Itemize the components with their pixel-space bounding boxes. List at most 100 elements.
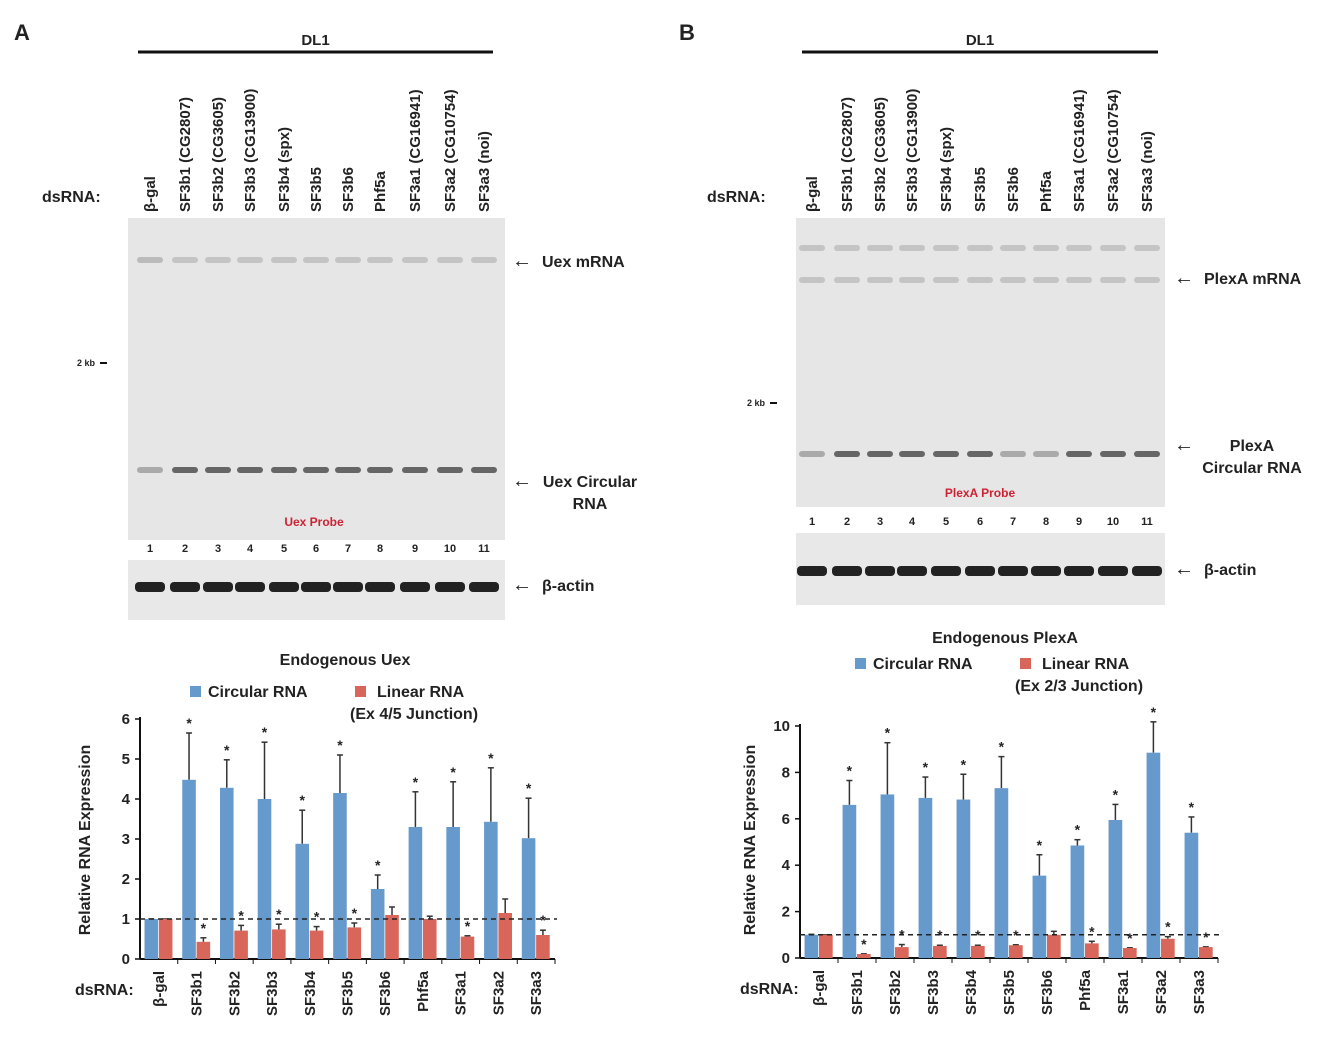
arrow-label: Uex Circular [543, 474, 637, 491]
legend-swatch-linear [1020, 658, 1031, 669]
lane-number: 4 [909, 516, 916, 528]
lane-label: Phf5a [372, 170, 389, 212]
circular-band [1033, 451, 1059, 457]
lane-label: SF3a2 (CG10754) [442, 89, 459, 212]
circular-band [933, 451, 959, 457]
x-axis-label: dsRNA: [740, 981, 799, 998]
actin-band [333, 582, 363, 592]
circular-band [1066, 451, 1092, 457]
x-tick-label: SF3b3 [925, 970, 942, 1015]
x-tick-label: SF3a1 [1115, 970, 1132, 1014]
bar-circular [408, 827, 423, 959]
y-tick-label: 0 [122, 951, 130, 968]
legend-label: Circular RNA [208, 684, 308, 701]
actin-band [469, 582, 499, 592]
dsrna-label: dsRNA: [707, 189, 766, 206]
significance-star: * [450, 764, 456, 780]
arrow-icon: ← [1174, 558, 1194, 580]
significance-star: * [1189, 799, 1195, 815]
bar-linear [385, 915, 399, 959]
circular-band [437, 467, 463, 473]
lane-label: SF3b4 (spx) [276, 127, 293, 212]
actin-band [865, 566, 895, 576]
significance-star: * [352, 905, 358, 921]
bar-linear [857, 954, 871, 958]
significance-star: * [540, 912, 546, 928]
bar-circular [333, 793, 347, 959]
circular-band [799, 451, 825, 457]
mrna-band [1100, 277, 1126, 283]
lane-number: 5 [281, 543, 287, 555]
lane-number: 7 [1010, 516, 1016, 528]
actin-band [998, 566, 1028, 576]
circular-band [834, 451, 860, 457]
arrow-label: PlexA [1230, 438, 1275, 455]
significance-star: * [300, 792, 306, 808]
lane-number: 6 [313, 543, 319, 555]
mrna-band [933, 277, 959, 283]
lane-number: 1 [809, 516, 815, 528]
mrna-band [899, 277, 925, 283]
bar-circular [1108, 819, 1123, 958]
x-tick-label: SF3b5 [1001, 970, 1018, 1015]
circular-band [899, 451, 925, 457]
significance-star: * [999, 739, 1005, 755]
chart-title: Endogenous Uex [280, 652, 411, 669]
legend-label: Linear RNA [1042, 656, 1130, 673]
x-tick-label: SF3a1 [453, 971, 470, 1015]
significance-star: * [1203, 929, 1209, 945]
bar-linear [347, 927, 362, 959]
x-tick-label: SF3b2 [887, 970, 904, 1015]
dsrna-label: dsRNA: [42, 189, 101, 206]
x-tick-label: SF3b4 [302, 970, 319, 1016]
circular-band [271, 467, 297, 473]
arrow-label: β-actin [1204, 562, 1256, 579]
mrna-band [799, 277, 825, 283]
circular-band [237, 467, 263, 473]
y-tick-label: 8 [782, 764, 790, 781]
actin-band [135, 582, 165, 592]
mrna-band [402, 257, 428, 263]
bar-circular [842, 804, 857, 958]
bar-linear [1085, 943, 1099, 958]
y-tick-label: 2 [122, 871, 130, 888]
bar-circular [257, 799, 272, 959]
arrow-icon: ← [512, 574, 532, 596]
arrow-label: Uex mRNA [542, 254, 625, 271]
lane-number: 1 [147, 543, 153, 555]
x-tick-label: SF3a2 [490, 971, 507, 1015]
x-tick-label: Phf5a [1077, 969, 1094, 1011]
significance-star: * [526, 780, 532, 796]
arrow-label: β-actin [542, 578, 594, 595]
arrow-icon: ← [512, 470, 532, 492]
bar-circular [484, 821, 498, 959]
mrna-band [899, 245, 925, 251]
lane-number: 3 [877, 516, 883, 528]
significance-star: * [375, 857, 381, 873]
significance-star: * [1037, 837, 1043, 853]
actin-band [235, 582, 265, 592]
lane-label: SF3b6 [340, 167, 357, 212]
x-tick-label: SF3b5 [340, 971, 357, 1016]
mrna-band [867, 245, 893, 251]
lane-number: 11 [1141, 516, 1153, 528]
actin-band [897, 566, 927, 576]
significance-star: * [413, 774, 419, 790]
bar-linear [498, 913, 512, 959]
x-tick-label: SF3b6 [1039, 970, 1056, 1015]
circular-band [471, 467, 497, 473]
mrna-band [967, 277, 993, 283]
significance-star: * [238, 907, 244, 923]
lane-number: 7 [345, 543, 351, 555]
mrna-band [1066, 277, 1092, 283]
lane-label: SF3b1 (CG2807) [177, 97, 194, 212]
actin-band [931, 566, 961, 576]
x-tick-label: SF3a3 [528, 971, 545, 1015]
actin-band [365, 582, 395, 592]
bar-circular [956, 799, 971, 958]
lane-label: SF3b1 (CG2807) [839, 97, 856, 212]
bar-circular [1146, 752, 1161, 958]
bar-linear [1047, 934, 1061, 958]
lane-label: SF3b3 (CG13900) [242, 89, 259, 212]
lane-label: SF3b5 [972, 167, 989, 212]
